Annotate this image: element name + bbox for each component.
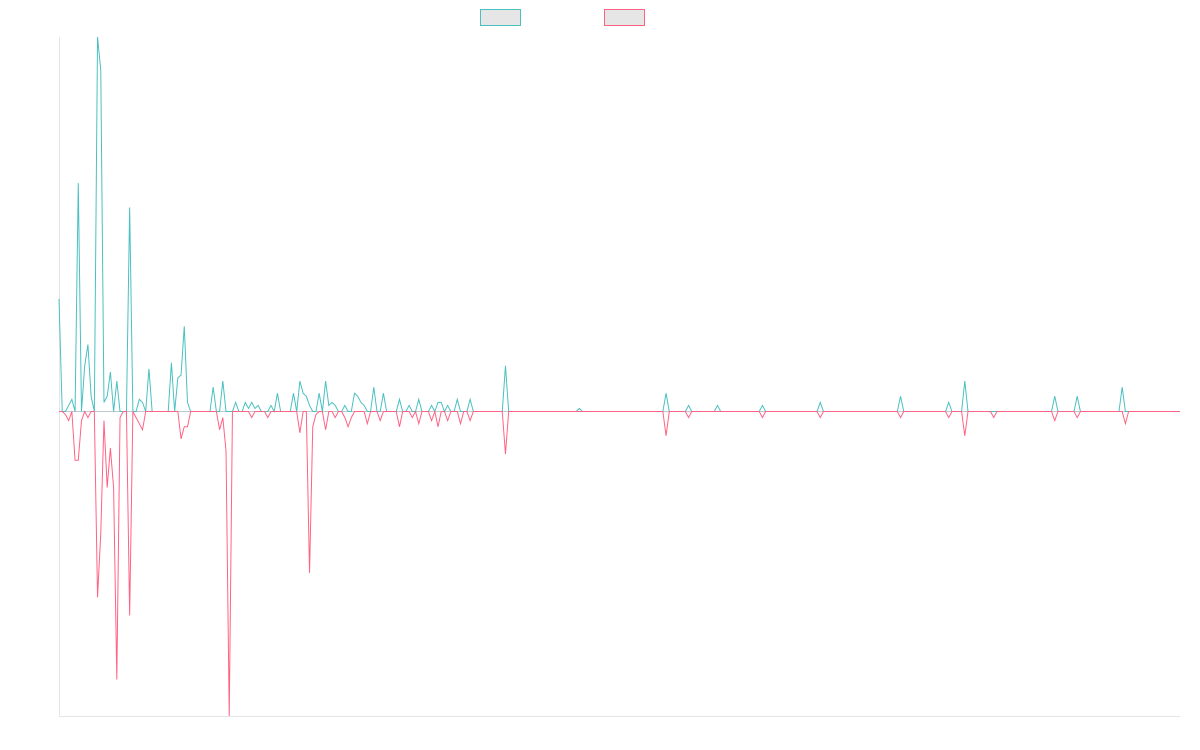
legend [480,9,645,26]
legend-swatch-2[interactable] [604,9,645,26]
series-layer [58,36,1180,717]
series-line-2 [59,409,1180,717]
series-line-1 [58,36,1180,414]
legend-swatch-1[interactable] [480,9,521,26]
